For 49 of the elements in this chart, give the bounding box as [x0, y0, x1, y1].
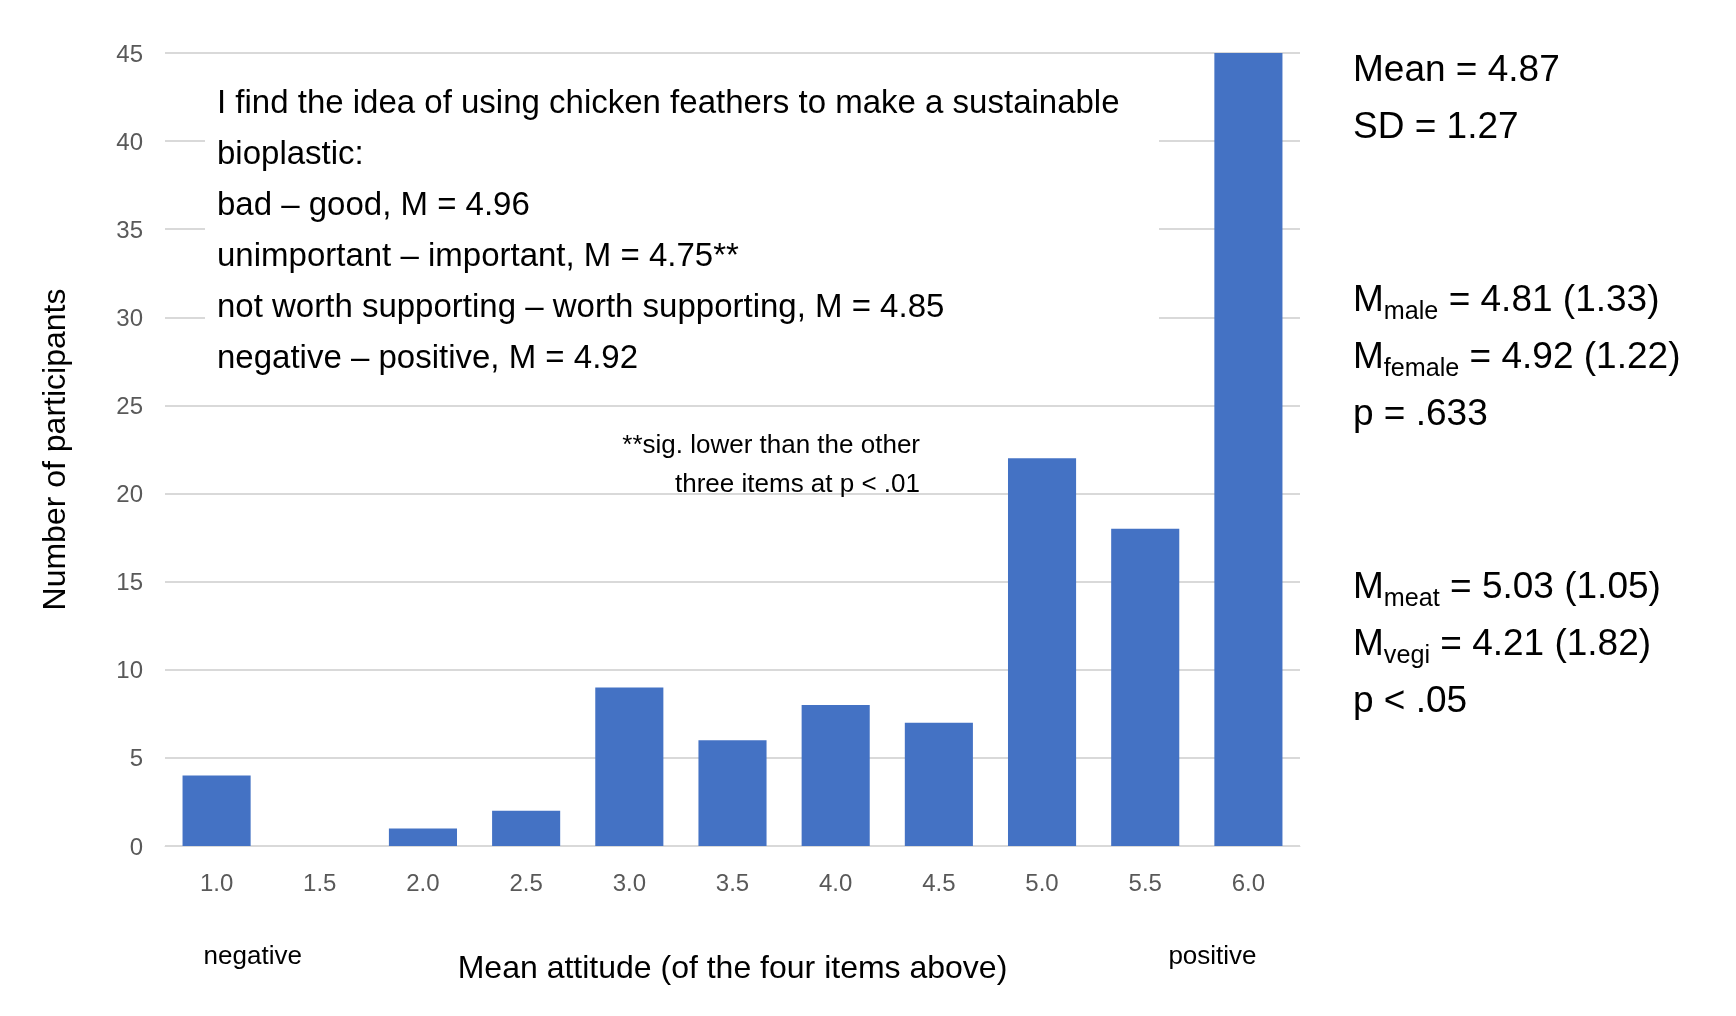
- bar: [1214, 53, 1283, 846]
- y-tick-label: 15: [116, 568, 143, 596]
- y-tick-label: 10: [116, 656, 143, 684]
- y-tick-label: 25: [116, 391, 143, 419]
- annotation: unimportant – important, M = 4.75**: [217, 235, 740, 275]
- bar: [182, 775, 251, 846]
- bar: [595, 687, 664, 846]
- text: M$_{male}$ = 4.81 (1.33): [1353, 278, 1660, 326]
- annotation: not worth supporting – worth supporting, M = 4.85: [217, 286, 946, 326]
- bar: [388, 828, 457, 846]
- y-axis-title: Number of participants: [36, 288, 72, 611]
- annotation: bad – good, M = 4.96: [217, 184, 531, 224]
- text: negative: [203, 940, 302, 971]
- y-tick-label: 30: [116, 303, 143, 331]
- bar: [1111, 528, 1180, 846]
- text: M$_{female}$ = 4.92 (1.22): [1353, 335, 1681, 383]
- x-tick-label: 6.0: [1231, 868, 1266, 896]
- y-tick-label: 0: [129, 832, 143, 860]
- bar: [492, 810, 561, 846]
- text: M$_{vegi}$ = 4.21 (1.82): [1353, 622, 1652, 670]
- x-tick-label: 4.5: [922, 868, 956, 896]
- text: p = .633: [1353, 392, 1488, 434]
- annotation: I find the idea of using chicken feathers to make a sustainable bioplastic:: [217, 82, 1121, 173]
- x-tick-label: 5.0: [1025, 868, 1059, 896]
- text: Mean = 4.87: [1353, 48, 1560, 90]
- text: M$_{meat}$ = 5.03 (1.05): [1353, 565, 1661, 613]
- text: SD = 1.27: [1353, 105, 1519, 147]
- y-tick-label: 20: [116, 480, 143, 508]
- x-tick-label: 1.5: [303, 868, 337, 896]
- bar: [904, 722, 973, 846]
- y-tick-label: 45: [116, 39, 143, 67]
- x-tick-label: 2.0: [406, 868, 440, 896]
- x-tick-label: 5.5: [1128, 868, 1162, 896]
- annotation: **sig. lower than the other three items at p < .01: [621, 428, 920, 500]
- bar: [1008, 458, 1077, 846]
- x-tick-label: 1.0: [199, 868, 234, 896]
- bar: [801, 705, 870, 846]
- y-tick-label: 35: [116, 215, 143, 243]
- annotation: negative – positive, M = 4.92: [217, 337, 639, 377]
- x-tick-label: 3.5: [715, 868, 750, 896]
- y-tick-label: 40: [116, 127, 143, 155]
- x-axis-title: Mean attitude (of the four items above): [457, 949, 1008, 985]
- x-tick-label: 2.5: [509, 868, 543, 896]
- text: p < .05: [1353, 679, 1468, 721]
- x-tick-label: 3.0: [612, 868, 647, 896]
- y-tick-label: 5: [129, 744, 143, 772]
- text: positive: [1168, 940, 1257, 971]
- x-tick-label: 4.0: [818, 868, 853, 896]
- bar: [698, 740, 767, 846]
